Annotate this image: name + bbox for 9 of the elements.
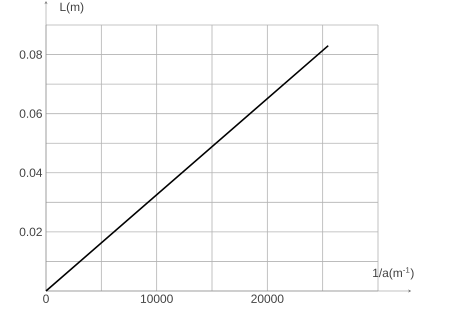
y-tick-label: 0.02 <box>20 228 42 236</box>
x-tick-label: 20000 <box>251 294 284 303</box>
y-tick-label: 0.06 <box>20 109 42 118</box>
x-tick-label: 0 <box>43 294 49 303</box>
y-axis-title: L(m) <box>60 2 84 14</box>
x-tick-label: 10000 <box>140 294 173 303</box>
y-tick-label: 0.04 <box>20 168 42 177</box>
x-axis-title: 1/a(m$^{-1}$) <box>373 267 414 280</box>
y-tick-label: 0.08 <box>20 50 42 59</box>
